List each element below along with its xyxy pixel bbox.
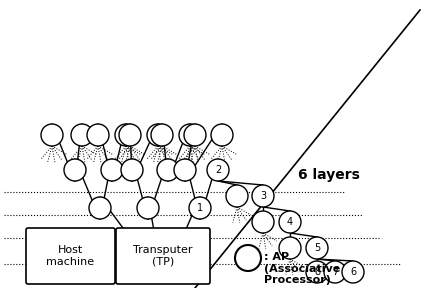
Circle shape	[119, 124, 141, 146]
Circle shape	[174, 159, 196, 181]
Circle shape	[279, 237, 301, 259]
Circle shape	[252, 185, 274, 207]
Text: Transputer
(TP): Transputer (TP)	[133, 245, 193, 267]
Circle shape	[101, 159, 123, 181]
Text: 6: 6	[350, 267, 356, 277]
Circle shape	[279, 211, 301, 233]
Circle shape	[89, 197, 111, 219]
Circle shape	[151, 124, 173, 146]
Circle shape	[137, 197, 159, 219]
FancyBboxPatch shape	[26, 228, 115, 284]
Text: 5: 5	[314, 243, 320, 253]
Circle shape	[41, 124, 63, 146]
Circle shape	[184, 124, 206, 146]
Circle shape	[306, 261, 328, 283]
Circle shape	[71, 124, 93, 146]
Text: 3: 3	[260, 191, 266, 201]
Circle shape	[342, 261, 364, 283]
Circle shape	[115, 124, 137, 146]
Text: 2: 2	[215, 165, 221, 175]
Circle shape	[211, 124, 233, 146]
Text: : AP
(Associative
Processor): : AP (Associative Processor)	[264, 252, 340, 285]
Circle shape	[64, 159, 86, 181]
Circle shape	[179, 124, 201, 146]
Circle shape	[226, 185, 248, 207]
Circle shape	[306, 237, 328, 259]
Text: 1: 1	[197, 203, 203, 213]
Text: 7: 7	[332, 267, 338, 277]
Circle shape	[189, 197, 211, 219]
Circle shape	[324, 261, 346, 283]
Text: Host
machine: Host machine	[46, 245, 95, 267]
Circle shape	[87, 124, 109, 146]
Text: 4: 4	[287, 217, 293, 227]
Text: 6 layers: 6 layers	[298, 168, 360, 182]
Circle shape	[235, 245, 261, 271]
Circle shape	[121, 159, 143, 181]
Circle shape	[147, 124, 169, 146]
FancyBboxPatch shape	[116, 228, 210, 284]
Circle shape	[252, 211, 274, 233]
Circle shape	[157, 159, 179, 181]
Text: 8: 8	[314, 267, 320, 277]
Circle shape	[207, 159, 229, 181]
